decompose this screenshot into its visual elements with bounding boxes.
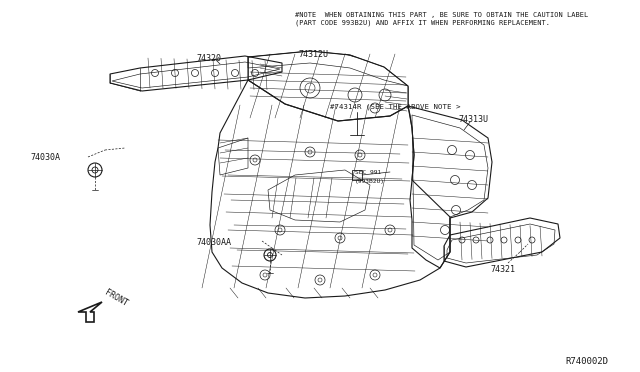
Text: R740002D: R740002D bbox=[565, 357, 608, 366]
Text: 74030A: 74030A bbox=[30, 153, 60, 162]
Text: #74314R (SEE THE ABOVE NOTE >: #74314R (SEE THE ABOVE NOTE > bbox=[330, 103, 461, 109]
Text: #NOTE  WHEN OBTAINING THIS PART , BE SURE TO OBTAIN THE CAUTION LABEL: #NOTE WHEN OBTAINING THIS PART , BE SURE… bbox=[295, 12, 588, 18]
Bar bbox=[352, 170, 362, 180]
Text: (PART CODE 993B2U) AND AFFIX IT WHEN PERFORMING REPLACEMENT.: (PART CODE 993B2U) AND AFFIX IT WHEN PER… bbox=[295, 20, 550, 26]
Text: 74321: 74321 bbox=[490, 265, 515, 274]
Text: SEC 991: SEC 991 bbox=[355, 170, 381, 175]
Text: 74313U: 74313U bbox=[458, 115, 488, 124]
Text: 74030AA: 74030AA bbox=[196, 238, 231, 247]
Text: 74312U: 74312U bbox=[298, 50, 328, 59]
Text: FRONT: FRONT bbox=[103, 288, 129, 308]
Text: 74320: 74320 bbox=[196, 54, 221, 63]
Text: (993B2U): (993B2U) bbox=[355, 179, 385, 184]
